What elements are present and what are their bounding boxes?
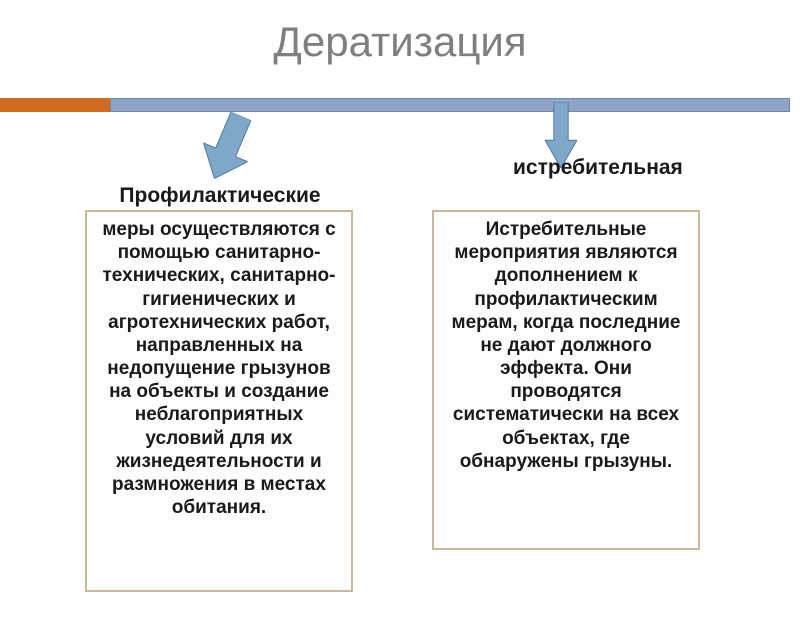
- divider-orange: [0, 98, 110, 112]
- left-column-box: меры осуществляются с помощью санитарно-…: [85, 210, 353, 592]
- divider-band: [0, 98, 800, 112]
- right-column-label: истребительная: [513, 156, 743, 179]
- right-column-box: Истребительные мероприятия являются допо…: [432, 210, 700, 550]
- divider-blue: [110, 98, 790, 112]
- page-title: Дератизация: [0, 18, 800, 66]
- left-column-label: Профилактические: [90, 184, 350, 208]
- arrow-left-icon: [192, 107, 263, 188]
